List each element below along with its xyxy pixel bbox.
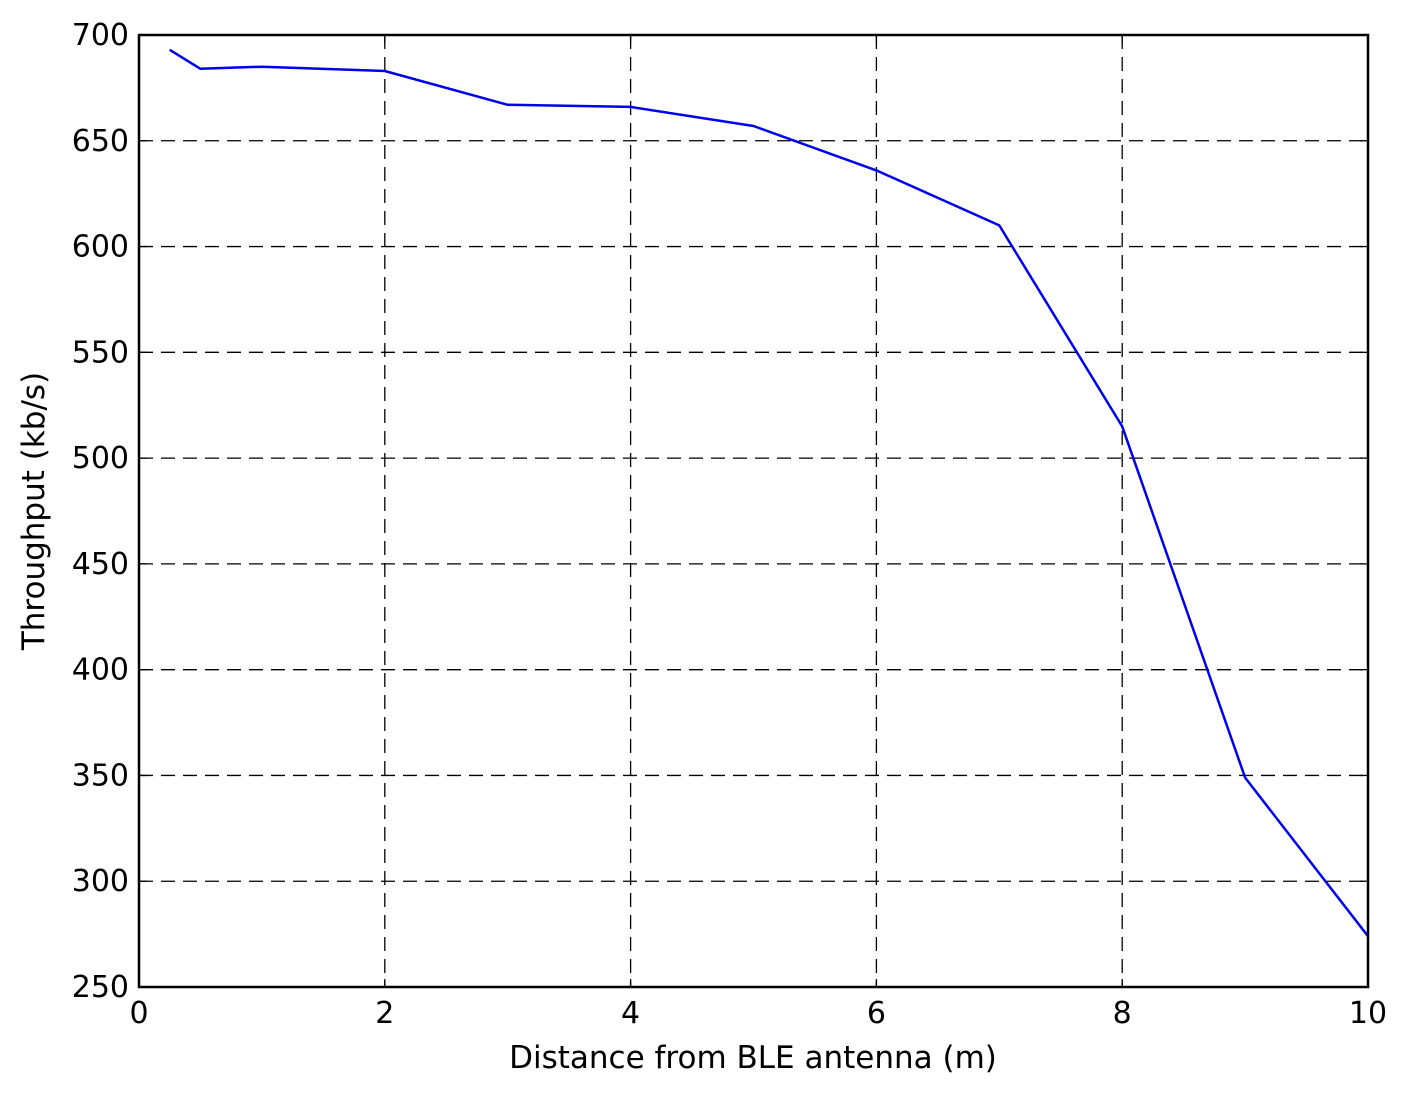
y-tick-label: 400 [72,653,129,688]
series-layer [169,48,1369,937]
x-tick-label: 10 [1349,996,1387,1031]
series-line [169,48,1369,937]
x-tick-label: 8 [1113,996,1132,1031]
y-tick-label: 300 [72,864,129,899]
y-tick-labels: 250 300 350 400 450 500 550 600 650 700 [72,18,129,1005]
y-tick-label: 650 [72,124,129,159]
x-tick-label: 2 [375,996,394,1031]
y-tick-label: 350 [72,758,129,793]
x-tick-label: 0 [129,996,148,1031]
y-axis-label: Throughput (kb/s) [16,372,52,651]
x-tick-label: 4 [621,996,640,1031]
x-tick-label: 6 [867,996,886,1031]
plot-frame [137,33,1370,989]
y-tick-label: 500 [72,441,129,476]
x-tick-labels: 0 2 4 6 8 10 [129,996,1387,1031]
y-tick-label: 600 [72,230,129,265]
y-tick-label: 700 [72,18,129,53]
x-axis-label: Distance from BLE antenna (m) [509,1040,997,1076]
y-tick-label: 550 [72,335,129,370]
y-tick-label: 450 [72,547,129,582]
y-tick-label: 250 [72,970,129,1005]
grid-lines [139,35,1368,987]
